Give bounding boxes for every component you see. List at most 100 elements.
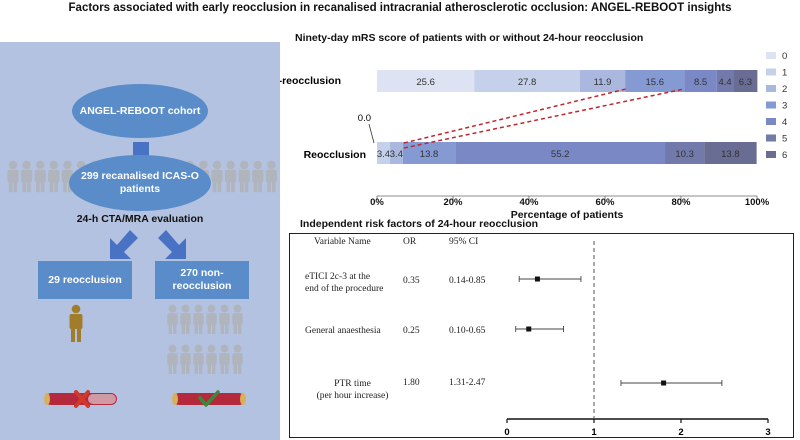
person-leg: [271, 181, 276, 193]
person-body: [219, 313, 230, 325]
person-leg: [181, 323, 185, 334]
segment-label: 13.8: [721, 149, 740, 160]
person-head: [194, 344, 203, 353]
x-tick-40: 40%: [519, 197, 539, 208]
evaluation-label: 24-h CTA/MRA evaluation: [76, 213, 204, 225]
person-head: [253, 160, 262, 170]
person-body: [34, 169, 46, 183]
legend-label-mrs-2: 2: [782, 84, 787, 95]
person-leg: [168, 323, 172, 334]
row-label-etici: eTICI 2c-3 at the end of the procedure: [305, 271, 400, 295]
person-head: [220, 304, 229, 313]
person-body: [167, 313, 178, 325]
person-leg: [173, 363, 177, 374]
person-leg: [186, 363, 190, 374]
legend-swatch-mrs-2: [766, 85, 776, 92]
person-leg: [207, 323, 211, 334]
category-label-reocclusion: Reocclusion: [304, 149, 366, 161]
x-tick-80: 80%: [671, 197, 691, 208]
people-group-icon: [167, 304, 243, 374]
bar-segment-non-reocclusion-mrs-1: [474, 70, 580, 92]
person-head: [207, 304, 216, 313]
person-leg: [220, 323, 224, 334]
person-head: [8, 160, 18, 170]
person-leg: [63, 181, 67, 193]
person-head: [36, 160, 45, 170]
person-leg: [253, 181, 258, 193]
segment-label: 55.2: [551, 149, 570, 160]
person-leg: [54, 181, 58, 193]
person-head: [199, 160, 208, 170]
or-point: [526, 326, 532, 332]
zero-annotation-pointer: [368, 123, 375, 144]
forest-tick-2: 2: [678, 427, 683, 438]
or-point: [534, 276, 540, 282]
figure-title: Factors associated with early reocclusio…: [68, 2, 732, 14]
cohort-node: ANGEL-REBOOT cohort: [72, 84, 208, 138]
person-head: [194, 304, 203, 313]
person-body: [206, 313, 217, 325]
person-body: [232, 353, 243, 365]
person-body: [48, 169, 60, 183]
person-leg: [13, 181, 18, 193]
person-head: [49, 160, 58, 170]
person-head: [240, 160, 249, 170]
person-leg: [27, 181, 31, 193]
person-body: [232, 313, 243, 325]
person-body: [265, 169, 277, 183]
legend-swatch-mrs-1: [766, 68, 776, 76]
person-leg: [173, 323, 177, 334]
person-leg: [194, 363, 198, 374]
category-label-non-reocclusion: Non-reocclusion: [280, 75, 341, 87]
single-person-icon: [69, 304, 83, 342]
legend-swatch-mrs-5: [766, 134, 776, 142]
person-body: [193, 353, 204, 365]
row-label-ptr-line-2: (per hour increase): [316, 391, 389, 401]
person-leg: [181, 363, 185, 374]
row-label-anaesthesia: General anaesthesia: [305, 326, 381, 336]
bar-segment-reocclusion-mrs-5: [665, 142, 705, 164]
person-head: [168, 304, 177, 313]
x-axis-title: Percentage of patients: [510, 209, 624, 221]
person-leg: [22, 181, 27, 193]
forest-plot: 0 1 2 3: [504, 241, 771, 438]
patients-node: 299 recanalised ICAS-O patients: [69, 155, 211, 211]
bar-segment-non-reocclusion-mrs-4: [684, 70, 717, 92]
cohort-flow-panel: ANGEL-REBOOT cohort 299 recanalised ICAS…: [0, 42, 280, 440]
person-leg: [238, 323, 242, 334]
legend-label-mrs-1: 1: [782, 68, 787, 79]
reocclusion-box: 29 reocclusion: [38, 261, 132, 299]
person-leg: [225, 363, 229, 374]
forest-panel: [289, 233, 794, 438]
person-body: [238, 169, 250, 183]
person-leg: [168, 363, 172, 374]
bar-segment-non-reocclusion-mrs-0: [377, 70, 475, 92]
legend-label-mrs-0: 0: [782, 51, 787, 62]
segment-label: 27.8: [518, 77, 537, 88]
bar-segment-non-reocclusion-mrs-6: [733, 70, 758, 92]
bar-segment-reocclusion-mrs-6: [704, 142, 757, 164]
legend-swatch-mrs-4: [766, 118, 776, 125]
person-leg: [220, 363, 224, 374]
header-variable-name: Variable Name: [314, 237, 371, 247]
row-or-ptr: 1.80: [403, 378, 420, 388]
bar-segment-reocclusion-mrs-4: [455, 142, 666, 164]
person-leg: [240, 181, 244, 193]
person-head: [168, 344, 177, 353]
segment-label: 8.5: [694, 77, 707, 88]
forest-tick-1: 1: [591, 427, 597, 438]
segment-label: 4.4: [718, 77, 731, 88]
row-label-ptr: PTR time (per hour increase): [305, 378, 400, 402]
person-body: [252, 169, 264, 183]
bar-segment-reocclusion-mrs-3: [402, 142, 456, 164]
person-head: [181, 344, 190, 353]
x-tick-100: 100%: [744, 197, 770, 208]
segment-label: 15.6: [646, 77, 665, 88]
x-tick-60: 60%: [595, 197, 615, 208]
legend-swatch-mrs-3: [766, 101, 776, 109]
row-ci-anaesthesia: 0.10-0.65: [449, 326, 486, 336]
down-left-arrow-icon: [110, 230, 138, 259]
row-or-etici: 0.35: [403, 276, 420, 286]
x-tick-20: 20%: [443, 197, 463, 208]
zero-annotation: 0.0: [358, 113, 371, 124]
